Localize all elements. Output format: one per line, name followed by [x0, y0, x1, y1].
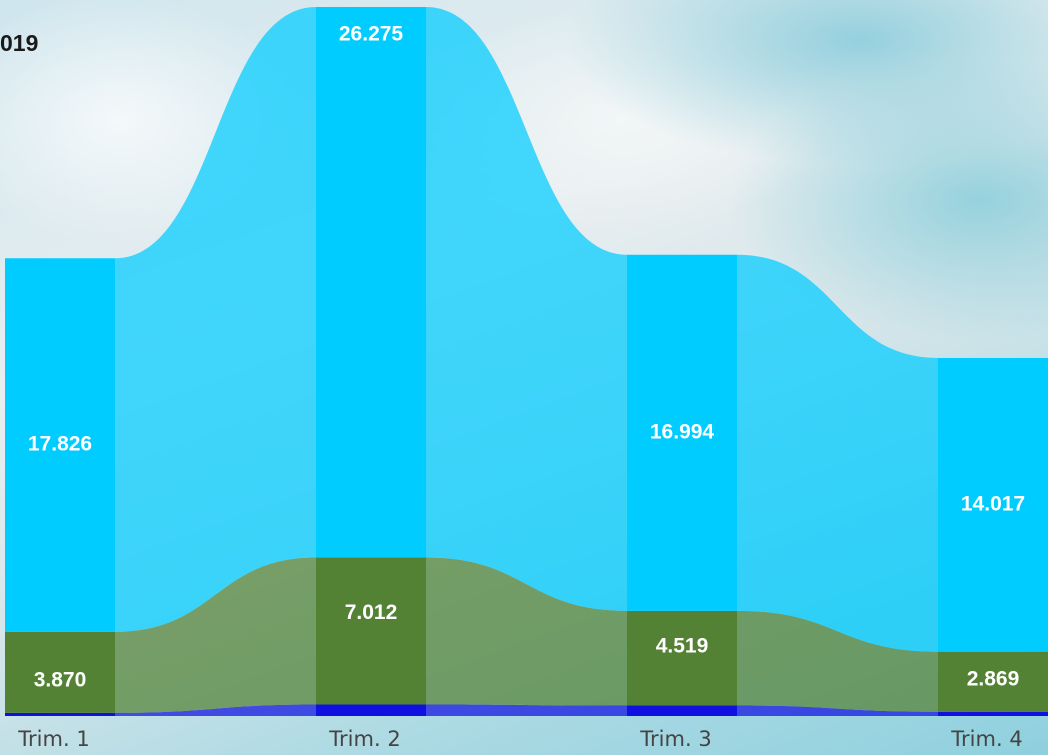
ribbons-layer — [115, 7, 938, 716]
x-axis-ticks: Trim. 1 Trim. 2 Trim. 3 Trim. 4 — [17, 727, 1022, 751]
ribbon-band — [426, 557, 627, 706]
bar-segment[interactable] — [316, 557, 426, 705]
ribbon-band — [115, 704, 316, 716]
bar-segment[interactable] — [316, 704, 426, 716]
bars-layer — [5, 7, 1048, 716]
bar-segment[interactable] — [627, 705, 737, 716]
x-tick-label: Trim. 3 — [639, 727, 711, 751]
bar-segment[interactable] — [5, 258, 115, 632]
ribbon-band — [737, 610, 938, 712]
bar-segment[interactable] — [5, 712, 115, 716]
bar-segment[interactable] — [938, 651, 1048, 712]
value-label: 2.869 — [967, 667, 1020, 690]
ribbon-band — [737, 254, 938, 652]
ribbon-band — [737, 705, 938, 716]
value-label: 17.826 — [28, 433, 92, 456]
value-label: 14.017 — [961, 492, 1025, 515]
ribbon-band — [426, 704, 627, 716]
ribbon-band — [426, 7, 627, 611]
x-tick-label: Trim. 4 — [950, 727, 1022, 751]
value-label: 7.012 — [345, 601, 398, 624]
ribbon-band — [115, 557, 316, 713]
value-label: 26.275 — [339, 23, 404, 46]
value-labels-layer: 3.870 7.012 4.519 2.869 17.826 26.275 16.994 14… — [28, 23, 1025, 692]
value-label: 4.519 — [656, 634, 709, 657]
bar-segment[interactable] — [938, 357, 1048, 652]
x-tick-label: Trim. 1 — [17, 727, 89, 751]
ribbon-band — [115, 7, 316, 632]
value-label: 16.994 — [650, 420, 715, 443]
value-label: 3.870 — [34, 668, 87, 691]
bar-segment[interactable] — [627, 254, 737, 611]
bar-segment[interactable] — [5, 631, 115, 713]
bar-segment[interactable] — [316, 7, 426, 558]
bar-segment[interactable] — [938, 711, 1048, 716]
chart-title: 019 — [0, 30, 39, 56]
x-tick-label: Trim. 2 — [328, 727, 400, 751]
bar-segment[interactable] — [627, 610, 737, 706]
